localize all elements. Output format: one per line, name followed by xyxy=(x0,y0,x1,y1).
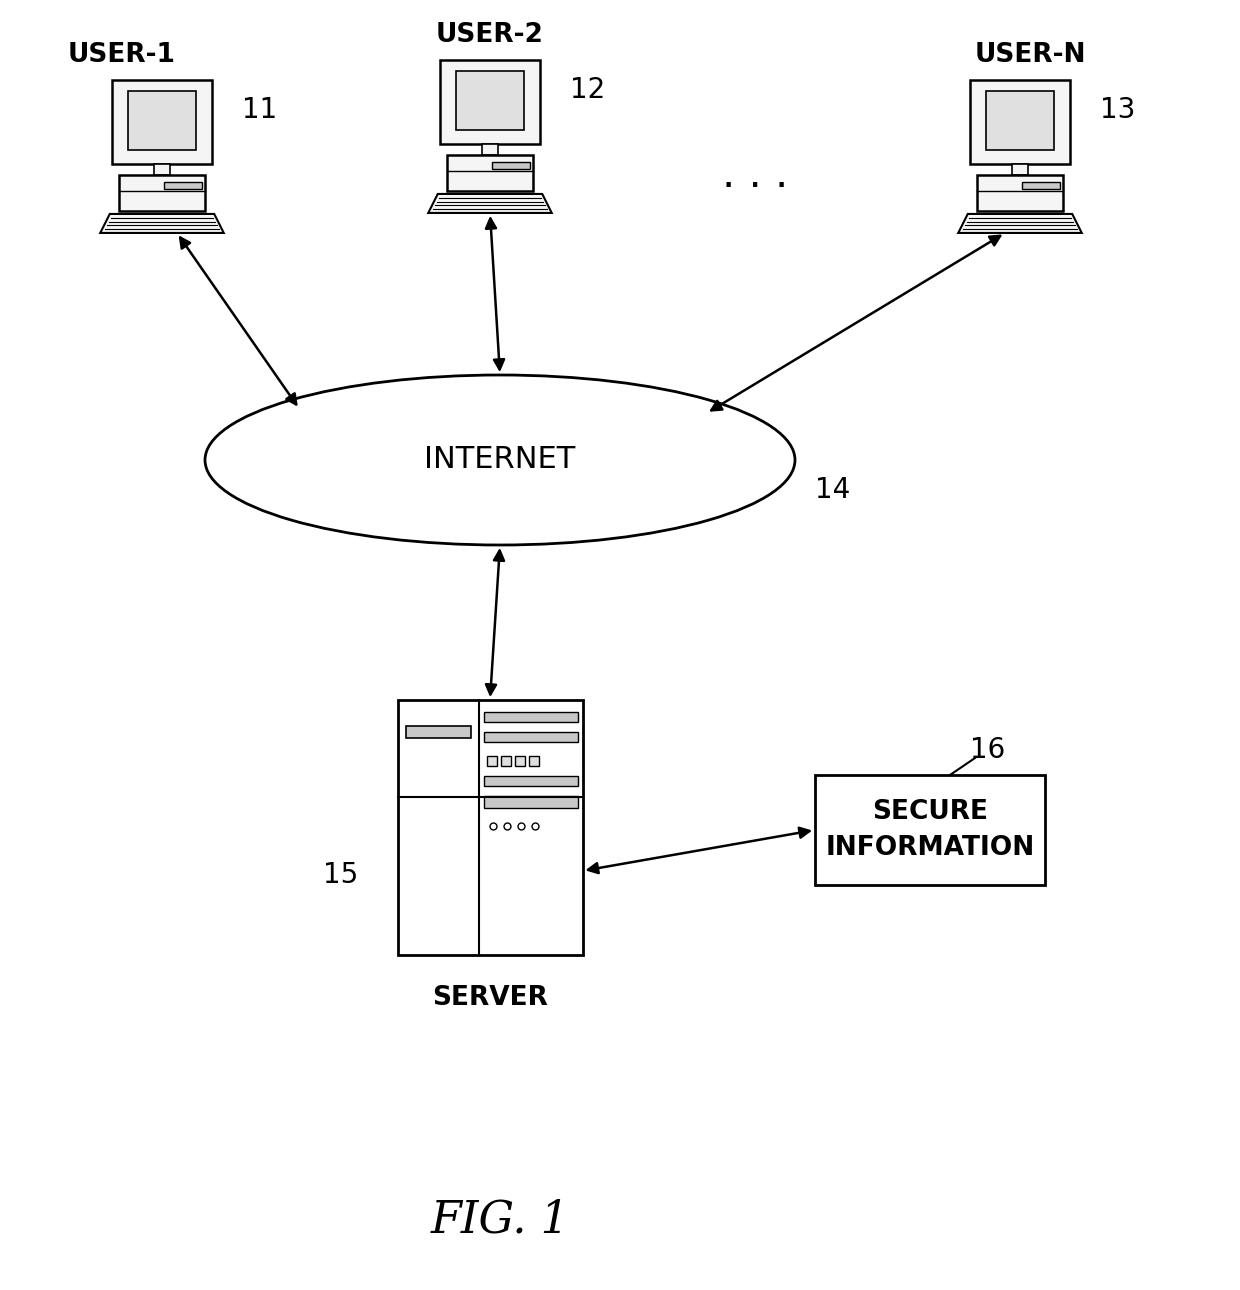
Bar xyxy=(119,175,205,212)
Bar xyxy=(815,775,1045,885)
Bar xyxy=(1022,182,1060,190)
Text: USER-2: USER-2 xyxy=(436,22,544,48)
Text: 14: 14 xyxy=(815,476,851,504)
Ellipse shape xyxy=(205,375,795,544)
Polygon shape xyxy=(959,214,1081,233)
Bar xyxy=(398,700,583,955)
Bar xyxy=(970,80,1070,164)
Bar xyxy=(155,164,170,175)
Bar xyxy=(977,175,1063,212)
Bar xyxy=(529,756,539,766)
Text: INTERNET: INTERNET xyxy=(424,445,575,475)
Text: . . .: . . . xyxy=(722,154,789,196)
Bar xyxy=(448,155,533,191)
Bar xyxy=(484,712,578,722)
Bar xyxy=(501,756,511,766)
Bar xyxy=(1012,164,1028,175)
Text: 15: 15 xyxy=(322,860,358,889)
Text: FIG. 1: FIG. 1 xyxy=(430,1198,569,1241)
Bar xyxy=(440,61,539,143)
Text: 12: 12 xyxy=(570,76,605,104)
Bar xyxy=(405,726,471,738)
Text: 16: 16 xyxy=(970,737,1006,764)
Text: 13: 13 xyxy=(1100,95,1136,124)
Bar xyxy=(456,71,525,130)
Polygon shape xyxy=(428,194,552,213)
Bar xyxy=(986,92,1054,151)
Text: 11: 11 xyxy=(242,95,278,124)
Bar xyxy=(484,796,578,808)
Bar xyxy=(112,80,212,164)
Text: USER-N: USER-N xyxy=(975,43,1086,68)
Bar xyxy=(492,161,529,169)
Bar xyxy=(482,143,497,155)
Bar xyxy=(128,92,196,151)
Bar xyxy=(487,756,497,766)
Bar xyxy=(164,182,202,190)
Text: SERVER: SERVER xyxy=(432,986,548,1011)
Text: USER-1: USER-1 xyxy=(68,43,176,68)
Polygon shape xyxy=(100,214,223,233)
Bar xyxy=(484,731,578,742)
Text: SECURE
INFORMATION: SECURE INFORMATION xyxy=(826,799,1034,860)
Bar xyxy=(484,777,578,786)
Bar xyxy=(515,756,525,766)
